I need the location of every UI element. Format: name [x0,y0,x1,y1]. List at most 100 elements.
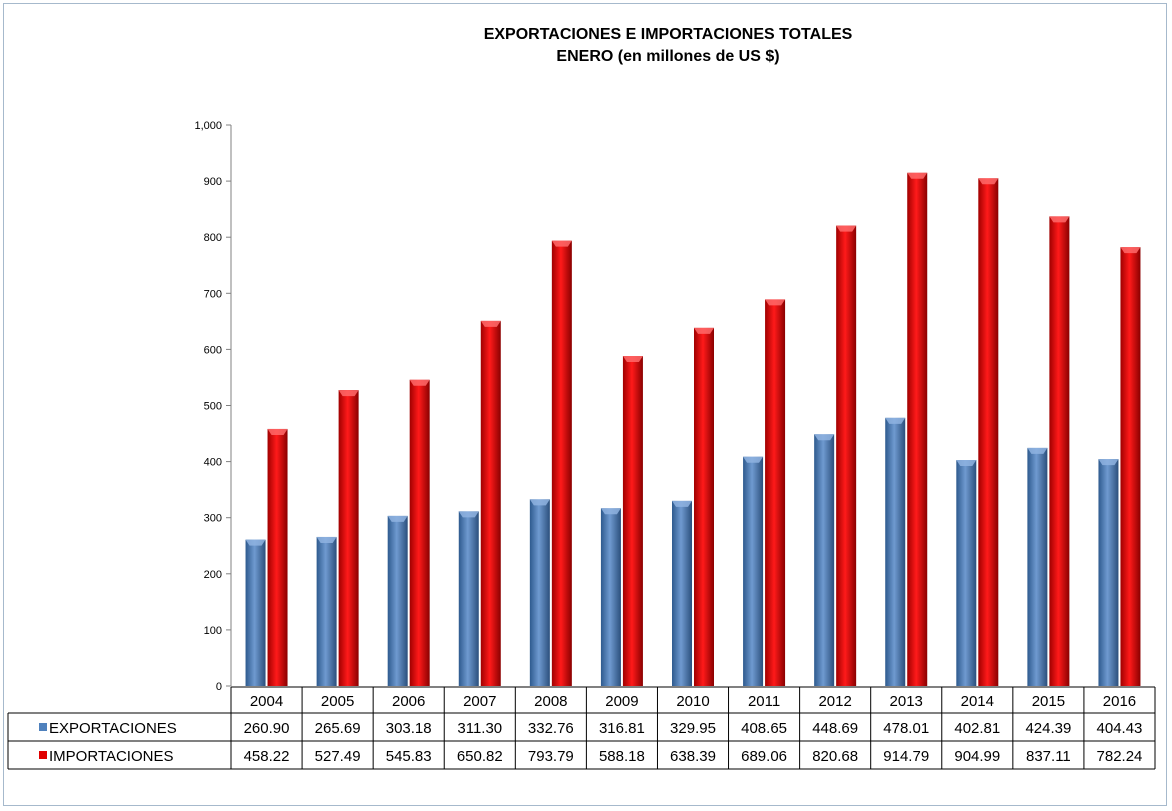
bar-cap-exportaciones-2004 [245,539,266,546]
y-tick-label: 900 [204,176,222,188]
bar-layer [245,172,1141,687]
y-tick-label: 0 [216,681,222,693]
bar-importaciones-2015 [1049,216,1070,686]
x-category-label: 2010 [676,693,709,710]
y-tick-label: 700 [204,288,222,300]
legend-key-exportaciones [39,723,47,731]
data-label: 424.39 [1025,720,1071,737]
bar-cap-exportaciones-2013 [885,417,906,424]
bar-importaciones-2014 [978,178,999,687]
data-label: 837.11 [1026,748,1071,765]
bar-importaciones-2004 [267,428,288,686]
bar-cap-importaciones-2009 [622,356,643,363]
data-table: 2004 2005 2006 2007 2008 2009 2010 2011 2012 2013… [7,686,1156,770]
data-label: 265.69 [315,720,361,737]
x-category-label: 2012 [818,693,851,710]
y-tick-label: 600 [204,344,222,356]
y-tick-label: 1,000 [194,120,222,132]
data-label: 650.82 [457,748,503,765]
bar-cap-exportaciones-2016 [1098,459,1119,466]
bar-importaciones-2013 [907,172,928,687]
bar-cap-importaciones-2010 [694,327,714,334]
x-category-label: 2013 [890,693,923,710]
bar-importaciones-2016 [1120,247,1141,686]
legend-label-exportaciones: EXPORTACIONES [49,720,177,737]
bar-importaciones-2009 [622,356,643,686]
x-category-label: 2005 [321,693,354,710]
bar-importaciones-2005 [338,390,359,686]
y-tick-label: 100 [204,625,222,637]
data-label: 316.81 [599,720,645,737]
y-tick-label: 400 [204,457,222,469]
x-category-label: 2006 [392,693,425,710]
bar-exportaciones-2012 [814,434,835,686]
y-tick-label: 500 [204,401,222,413]
data-label: 448.69 [812,720,858,737]
x-category-label: 2014 [961,693,994,710]
data-label: 904.99 [954,748,1000,765]
bar-cap-importaciones-2015 [1049,216,1070,223]
x-category-label: 2016 [1103,693,1136,710]
bar-cap-importaciones-2006 [409,379,430,386]
y-tick-label: 800 [204,232,222,244]
bar-exportaciones-2009 [600,508,621,686]
data-label: 527.49 [315,748,361,765]
bar-importaciones-2011 [765,299,786,686]
y-tick-label: 300 [204,513,222,525]
bar-exportaciones-2005 [316,536,337,686]
data-label: 404.43 [1097,720,1143,737]
bar-cap-exportaciones-2007 [458,511,479,518]
bar-cap-exportaciones-2009 [600,508,621,515]
bar-exportaciones-2008 [529,499,550,686]
bar-importaciones-2007 [480,320,501,686]
bar-cap-exportaciones-2015 [1027,447,1048,454]
data-label: 402.81 [954,720,1000,737]
chart-frame: EXPORTACIONES E IMPORTACIONES TOTALES EN… [3,3,1167,806]
bar-exportaciones-2011 [743,456,764,686]
bar-cap-exportaciones-2005 [316,536,337,543]
x-category-label: 2015 [1032,693,1065,710]
bar-cap-importaciones-2012 [836,225,857,232]
bar-exportaciones-2013 [885,417,906,686]
bar-cap-importaciones-2004 [267,428,288,435]
data-label: 311.30 [457,720,502,737]
data-label: 793.79 [528,748,574,765]
bar-cap-importaciones-2008 [551,240,572,247]
data-label: 332.76 [528,720,574,737]
data-label: 638.39 [670,748,716,765]
bar-cap-importaciones-2013 [907,172,928,179]
legend-label-importaciones: IMPORTACIONES [49,748,173,765]
bar-cap-exportaciones-2006 [387,515,408,522]
data-label: 820.68 [812,748,858,765]
bar-cap-exportaciones-2012 [814,434,835,441]
x-category-label: 2008 [534,693,567,710]
bar-exportaciones-2015 [1027,447,1048,686]
bar-exportaciones-2014 [956,460,977,686]
data-label: 303.18 [386,720,432,737]
bar-importaciones-2010 [694,327,714,686]
bar-cap-importaciones-2014 [978,178,999,185]
bar-cap-importaciones-2007 [480,320,501,327]
y-tick-label: 200 [204,569,222,581]
x-category-label: 2007 [463,693,496,710]
data-label: 689.06 [741,748,787,765]
bar-cap-importaciones-2016 [1120,247,1141,254]
data-label: 260.90 [244,720,290,737]
bar-exportaciones-2006 [387,515,408,686]
x-category-label: 2011 [748,693,780,710]
bar-exportaciones-2010 [672,500,692,686]
data-label: 458.22 [244,748,290,765]
chart-title-line-2: ENERO (en millones de US $) [556,48,779,65]
data-label: 588.18 [599,748,645,765]
axis-layer: 0 100 200 300 400 500 600 700 800 900 1,000 [194,120,232,693]
bar-importaciones-2006 [409,379,430,686]
data-label: 914.79 [883,748,929,765]
x-category-label: 2009 [605,693,638,710]
bar-importaciones-2008 [551,240,572,686]
x-category-label: 2004 [250,693,283,710]
bar-importaciones-2012 [836,225,857,687]
data-label: 408.65 [741,720,787,737]
chart-title-line-1: EXPORTACIONES E IMPORTACIONES TOTALES [484,26,853,43]
bar-exportaciones-2016 [1098,459,1119,686]
bar-exportaciones-2007 [458,511,479,686]
